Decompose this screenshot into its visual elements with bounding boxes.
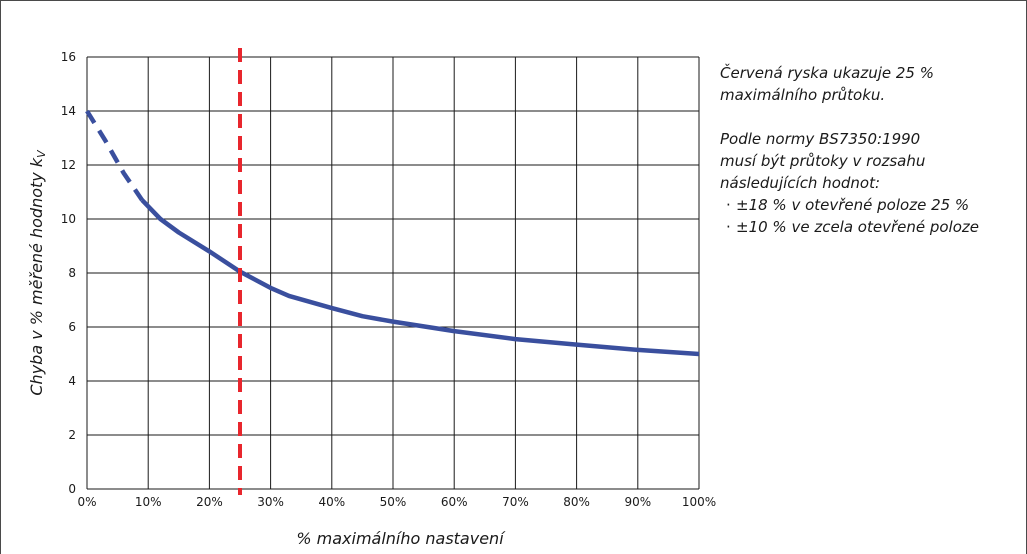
y-tick-label: 12 (61, 158, 76, 172)
x-tick-label: 70% (502, 495, 529, 509)
x-tick-label: 60% (441, 495, 468, 509)
grid-lines (86, 56, 700, 490)
tolerance-text: ±18 % v otevřené poloze 25 % (736, 196, 970, 214)
x-tick-label: 50% (380, 495, 407, 509)
tolerance-item: · ±18 % v otevřené poloze 25 % (720, 194, 1020, 216)
x-tick-label: 40% (318, 495, 345, 509)
series-group (85, 109, 700, 357)
y-tick-label: 16 (61, 50, 76, 64)
tolerance-text: ±10 % ve zcela otevřené poloze (736, 218, 980, 236)
note-line-4: musí být průtoky v rozsahu (720, 152, 926, 170)
y-tick-label: 14 (61, 104, 76, 118)
x-tick-label: 100% (682, 495, 716, 509)
y-tick-label: 10 (61, 212, 76, 226)
y-axis-title: Chyba v % měřené hodnoty kV (27, 149, 48, 396)
note-line-5: následujících hodnot: (720, 174, 881, 192)
bullet-mark: · (726, 196, 731, 214)
bullet-mark: · (726, 218, 731, 236)
y-tick-label: 4 (68, 374, 76, 388)
x-axis-title: % maximálního nastavení (296, 529, 506, 548)
x-tick-label: 80% (563, 495, 590, 509)
tolerance-list: · ±18 % v otevřené poloze 25 % · ±10 % ve … (720, 194, 1020, 238)
x-tick-label: 90% (624, 495, 651, 509)
note-line-2: maximálního průtoku. (720, 86, 886, 104)
note-line-1: Červená ryska ukazuje 25 % (720, 64, 934, 82)
y-tick-label: 8 (68, 266, 76, 280)
y-tick-label: 2 (68, 428, 76, 442)
y-axis-title-subscript: V (35, 149, 48, 158)
y-tick-label: 0 (68, 482, 76, 496)
y-axis-title-main: Chyba v % měřené hodnoty k (27, 157, 46, 395)
note-line-3: Podle normy BS7350:1990 (720, 130, 921, 148)
notes-panel: Červená ryska ukazuje 25 % maximálního p… (720, 62, 1020, 238)
series-line-dashed (85, 109, 144, 202)
tolerance-item: · ±10 % ve zcela otevřené poloze (720, 216, 1020, 238)
series-line-solid (140, 198, 700, 357)
tick-labels: 0% 10% 20% 30% 40% 50% 60% 70% 80% 90% 100% 0 2 4 6 8 10… (61, 50, 716, 509)
x-tick-label: 30% (257, 495, 284, 509)
x-tick-label: 20% (196, 495, 223, 509)
x-tick-label: 10% (135, 495, 162, 509)
x-tick-label: 0% (77, 495, 96, 509)
y-tick-label: 6 (68, 320, 76, 334)
